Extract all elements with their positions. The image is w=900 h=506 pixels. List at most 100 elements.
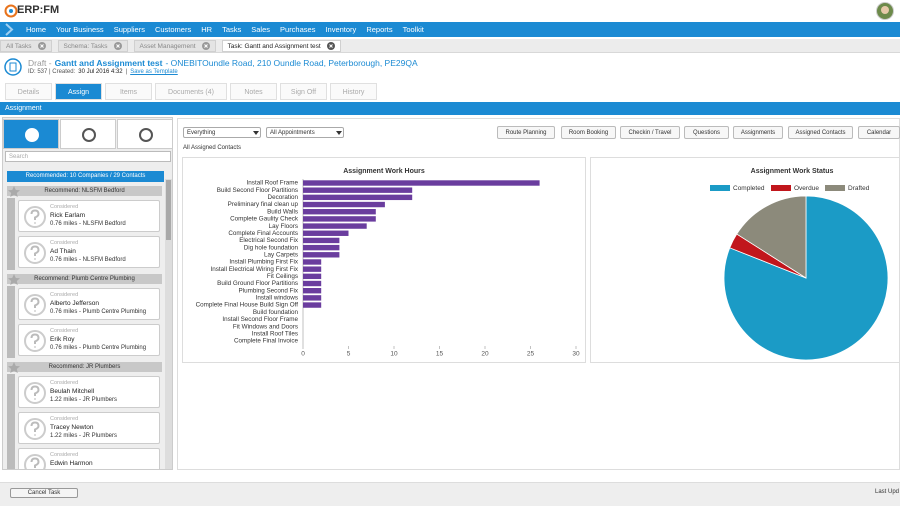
nav-item[interactable]: Suppliers [113,25,145,34]
contact-detail: 0.76 miles - Plumb Centre Plumbing [50,309,147,315]
filter-select[interactable]: Everything [183,127,261,138]
tab-label: Schema: Tasks [63,42,108,50]
tab[interactable]: Task: Gantt and Assignment test [221,40,341,52]
subtab[interactable]: Items [105,83,152,100]
sidebar-icon-tab[interactable] [117,119,172,149]
sidebar-icon-tab[interactable] [60,119,116,149]
logo: ERP:FM [17,4,60,16]
contact-icon-q [30,457,40,468]
x-tick-label: 5 [347,351,351,358]
contact-card[interactable]: Considered Edwin Harmon [18,448,160,469]
contact-icon [24,206,46,228]
scroll-thumb [166,180,171,240]
close-x [203,44,208,48]
nav-item[interactable]: HR [201,25,213,34]
bar [303,237,340,244]
subtab[interactable]: Assign [55,83,102,100]
x-tick-label: 0 [301,351,305,358]
contact-name: Rick Earlam [50,212,86,219]
sidebar-icon-tab[interactable] [3,119,59,149]
category-label: Build Walls [267,208,298,215]
group-star [8,362,20,373]
category-label: Build Second Floor Partitions [217,187,298,194]
pie-chart: Assignment Work Status Completed Overdue Dr… [710,168,889,361]
bar [303,273,322,280]
category-label: Install Roof Tiles [252,330,298,337]
subtabs: Details Assign Items Documents (4) Notes Sign… [5,83,377,100]
nav-item[interactable]: Purchases [280,25,316,34]
nav-item[interactable]: Home [26,25,47,34]
tab-close[interactable] [201,42,210,50]
contact-card[interactable]: Considered Alberto Jefferson 0.76 miles - … [18,288,160,320]
tab-close[interactable] [37,42,46,50]
nav-item[interactable]: Toolkit [402,25,424,34]
search-box[interactable]: Search [5,151,171,162]
group-star [8,186,20,197]
star [8,274,20,285]
subtab[interactable]: Sign Off [280,83,327,100]
nav-item[interactable]: Your Business [56,25,104,34]
legend-label: Drafted [848,185,870,192]
toolbar-button[interactable]: Room Booking [561,126,616,139]
subtab[interactable]: Details [5,83,52,100]
subtab[interactable]: History [330,83,377,100]
filter-select[interactable]: All Appointments [266,127,344,138]
x-tick-label: 30 [572,351,580,358]
contact-detail: 1.22 miles - JR Plumbers [50,433,118,439]
tab[interactable]: All Tasks [0,40,52,52]
toolbar-button[interactable]: Checkin / Travel [620,126,680,139]
recommend-summary: Recommended: 10 Companies / 29 Contacts [7,171,164,182]
nav-item[interactable]: Sales [251,25,271,34]
icon-shape [139,128,153,142]
tab[interactable]: Schema: Tasks [57,40,128,52]
nav-item[interactable]: Reports [366,25,393,34]
toolbar-button[interactable]: Assigned Contacts [788,126,853,139]
toolbar-button[interactable]: Questions [684,126,729,139]
nav-bar: Home Your Business Suppliers Customers HR Tas… [0,22,900,37]
bar [303,302,322,308]
nav-item[interactable]: Customers [154,25,192,34]
nav-item[interactable]: Tasks [222,25,242,34]
contact-status: Considered [50,292,79,298]
toolbar-button[interactable]: Assignments [733,126,783,139]
cancel-button[interactable]: Cancel Task [10,488,78,498]
contact-card[interactable]: Considered Ad Thain 0.76 miles - NLSFM Bed… [18,236,160,268]
contact-status: Considered [50,380,79,386]
bar [303,216,376,222]
tab[interactable]: Asset Management [133,40,216,52]
category-label: Lay Floors [269,223,298,230]
logo-icon [4,4,18,18]
contact-card[interactable]: Considered Beulah Mitchell 1.22 miles - JR… [18,376,160,408]
tab-close[interactable] [326,42,335,50]
task-date: 30 Jul 2016 4:32 [78,69,123,75]
category-label: Lay Carpets [264,251,298,258]
contact-icon [24,454,46,469]
close-x [328,44,333,48]
bar [303,252,340,258]
subtab[interactable]: Documents (4) [155,83,227,100]
sidebar-icon [25,128,39,142]
contact-card[interactable]: Considered Erik Roy 0.76 miles - Plumb Cen… [18,324,160,356]
contact-detail: 0.76 miles - NLSFM Bedford [50,221,126,227]
tab-close[interactable] [113,42,122,50]
contact-card[interactable]: Considered Tracey Newton 1.22 miles - JR P… [18,412,160,444]
group-header: Recommend: Plumb Centre Plumbing [7,274,162,284]
toolbar-button[interactable]: Route Planning [497,126,555,139]
toolbar-button[interactable]: Calendar [858,126,900,139]
contact-name: Beulah Mitchell [50,388,95,395]
chart-title: Assignment Work Hours [343,168,425,175]
contact-icon-q [30,209,40,224]
contact-name: Edwin Harmon [50,460,93,467]
x-tick-label: 20 [481,351,489,358]
subtab[interactable]: Notes [230,83,277,100]
legend-label: Overdue [794,185,819,192]
contact-detail: 0.76 miles - Plumb Centre Plumbing [50,345,147,351]
save-template-link[interactable]: Save as Template [130,69,178,75]
category-label: Complete Gaulity Check [230,216,299,223]
bar [303,259,322,265]
contact-card[interactable]: Considered Rick Earlam 0.76 miles - NLSFM … [18,200,160,232]
category-label: Install Roof Frame [247,180,299,187]
contact-icon-q [30,385,40,400]
nav-item[interactable]: Inventory [325,25,357,34]
